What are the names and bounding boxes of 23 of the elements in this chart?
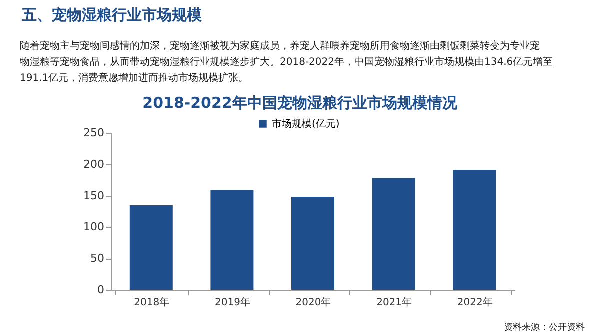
bar	[292, 197, 334, 290]
text: 物湿粮等宠物食品，从而带动宠物湿粮行业规模逐步扩大。2018-2022年，中国宠物湿粮行业市场规模由134.6亿元增至	[20, 56, 554, 68]
text: 随着宠物主与宠物间感情的加深，宠物逐渐被视为家庭成员，养宠人群喂养宠物所用食物逐渐由剩饭剩菜转变为专业宠	[20, 40, 540, 52]
y-tick-label: 0	[98, 284, 104, 296]
x-tick-label: 2020年	[296, 296, 332, 308]
text: 191.1亿元，消费意愿增加进而推动市场规模扩张。	[20, 72, 249, 84]
text: 五、宠物湿粮行业市场规模	[21, 6, 203, 24]
y-tick-label: 200	[84, 158, 104, 171]
y-tick-label: 100	[84, 220, 104, 234]
text: 资料来源：公开资料	[504, 322, 585, 333]
y-tick-label: 50	[90, 252, 104, 266]
chart-title: 2018-2022年中国宠物湿粮行业市场规模情况	[142, 94, 458, 112]
y-tick-label: 250	[84, 126, 104, 140]
y-tick-label: 150	[84, 189, 104, 202]
x-tick-label: 2019年	[214, 296, 250, 308]
legend-label: 市场规模(亿元)	[272, 118, 340, 130]
bar	[210, 190, 254, 290]
bar	[372, 178, 416, 290]
x-tick-label: 2022年	[457, 296, 493, 308]
bar	[453, 170, 496, 290]
bar	[130, 205, 173, 290]
x-tick-label: 2018年	[134, 296, 170, 308]
x-tick-label: 2021年	[376, 296, 412, 308]
